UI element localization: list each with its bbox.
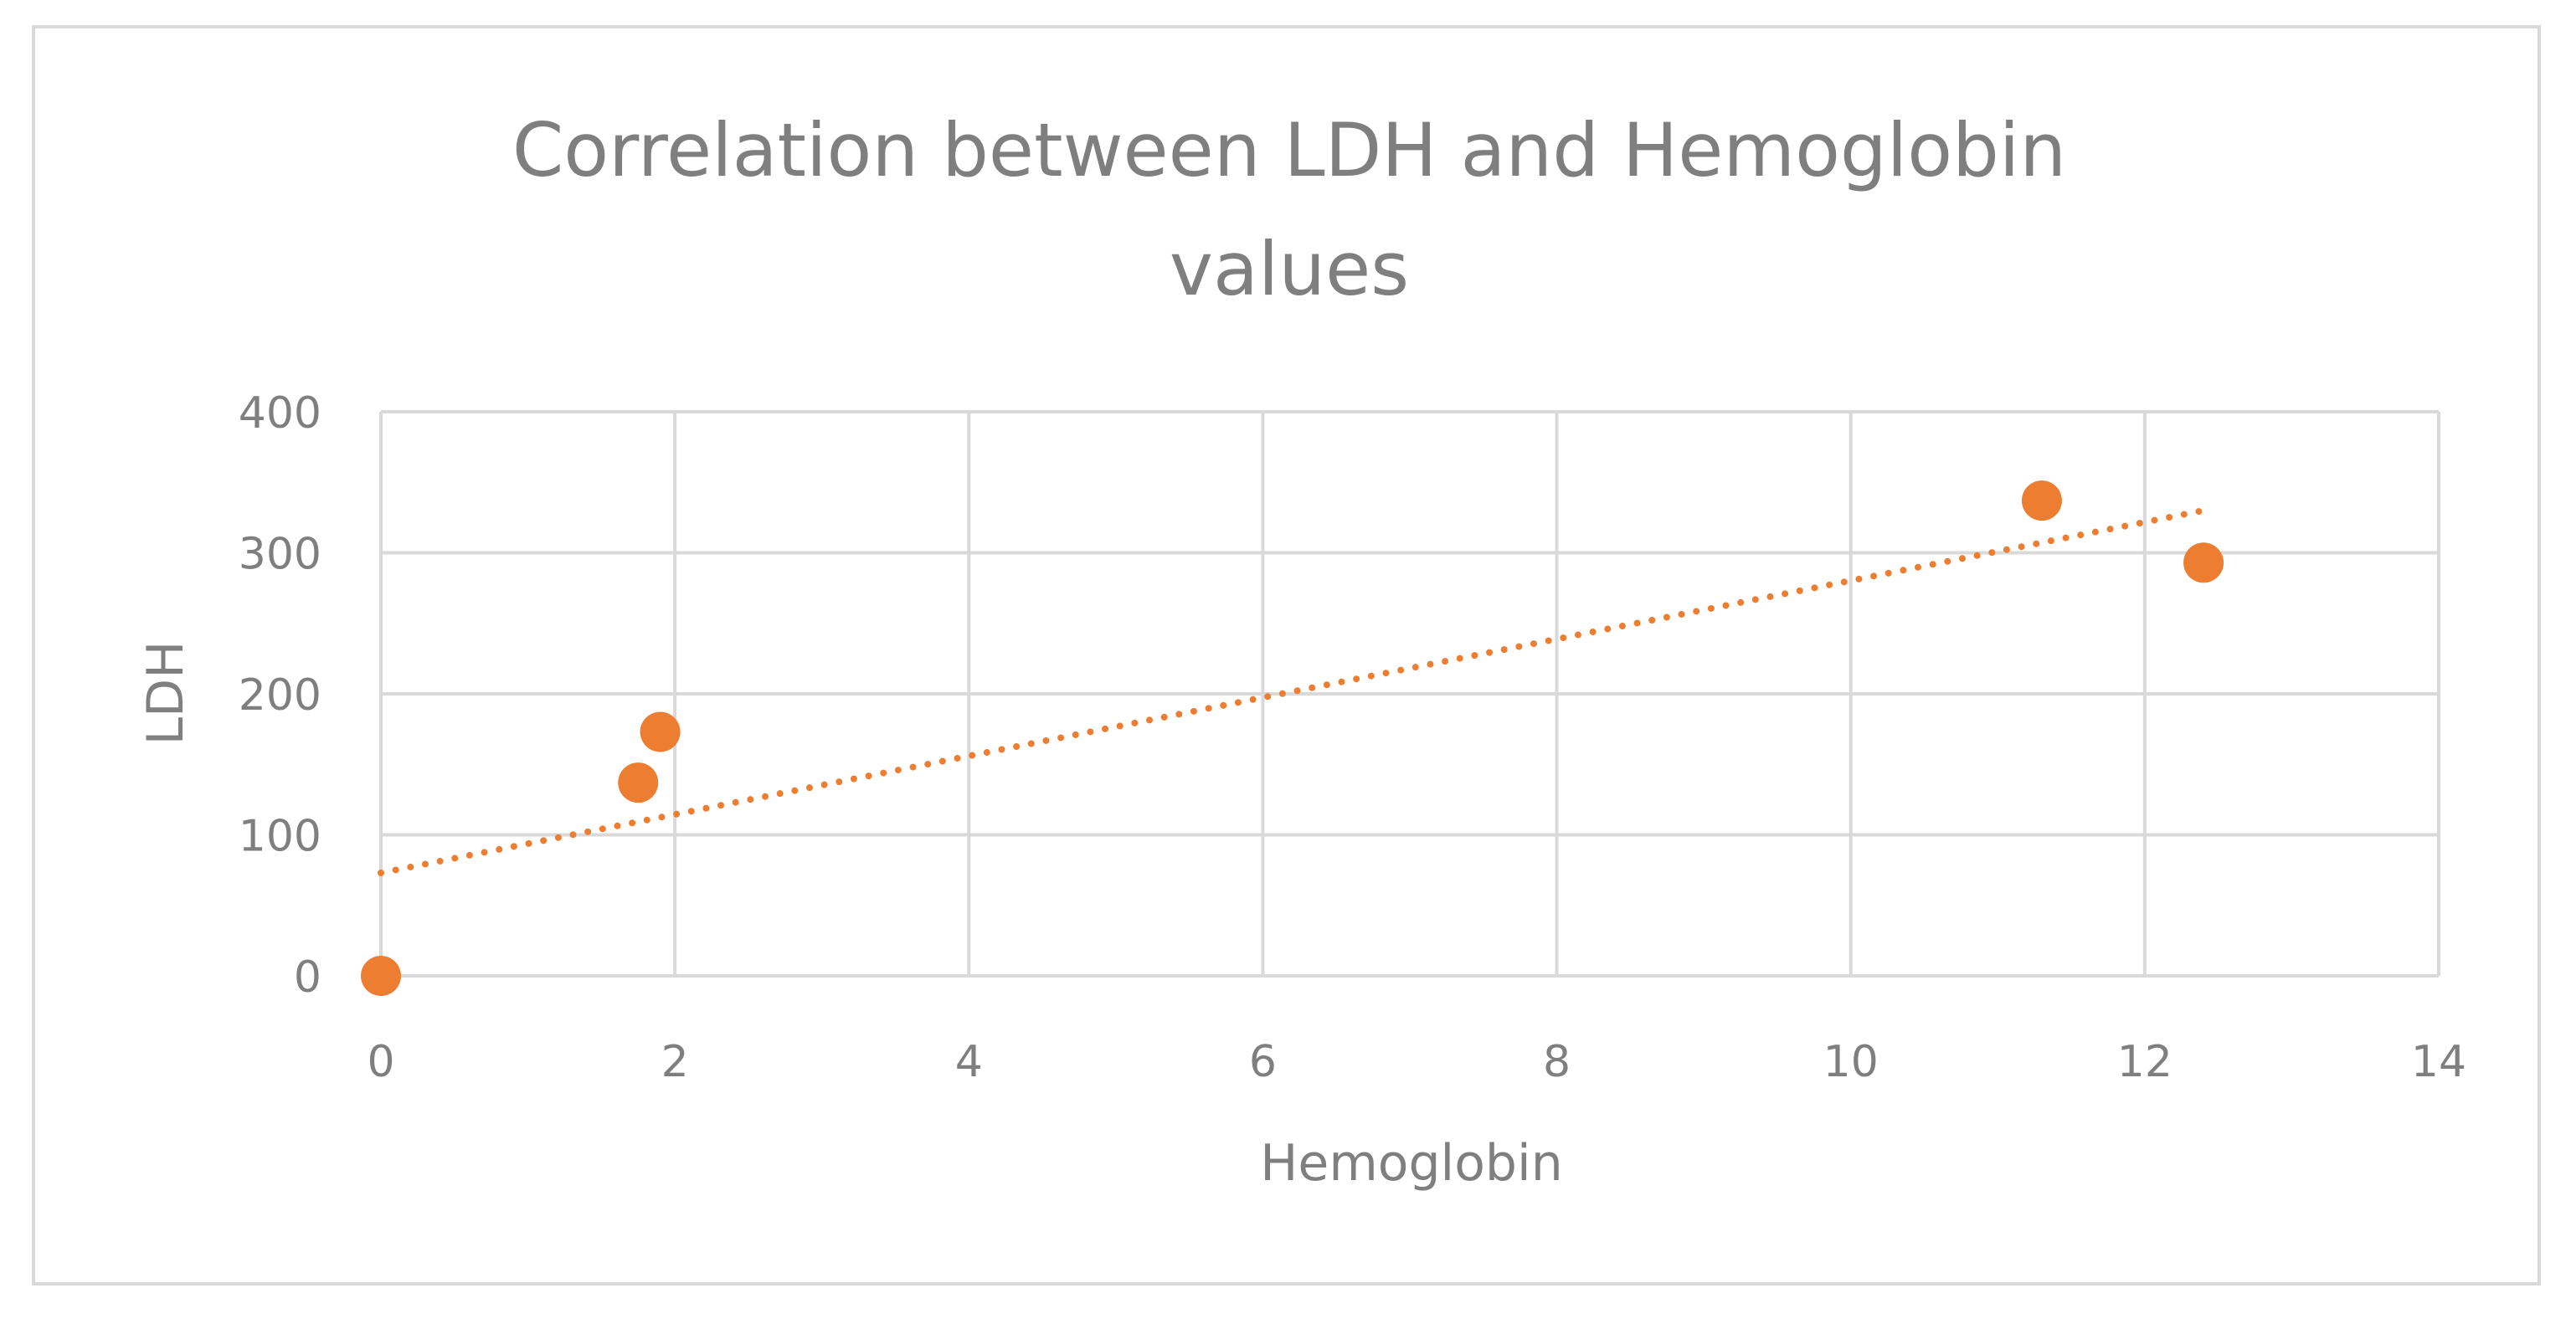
plot-axes: 0 2 4 6 8 10 12 14 0 100 200 300 400 <box>239 388 2466 1087</box>
trendline-group <box>378 506 2208 876</box>
data-point <box>618 762 659 803</box>
chart-title-line-1: Correlation between LDH and Hemoglobin <box>512 107 2066 193</box>
x-tick-label: 6 <box>1249 1037 1277 1087</box>
y-tick-label: 100 <box>239 812 321 862</box>
y-tick-label: 0 <box>294 952 321 1003</box>
x-tick-label: 8 <box>1543 1037 1571 1087</box>
data-points <box>361 480 2224 996</box>
x-tick-label: 0 <box>367 1037 394 1087</box>
x-tick-label: 14 <box>2411 1037 2466 1087</box>
trendline <box>378 506 2208 876</box>
y-tick-label: 300 <box>239 530 321 580</box>
plot-grid <box>379 410 2440 978</box>
chart-frame <box>32 25 2541 1286</box>
x-axis-label: Hemoglobin <box>1260 1134 1562 1193</box>
y-tick-label: 200 <box>239 670 321 721</box>
x-tick-label: 12 <box>2117 1037 2172 1087</box>
chart-title-line-2: values <box>1170 226 1409 312</box>
data-point <box>2021 480 2062 521</box>
y-axis-label: LDH <box>136 641 195 746</box>
x-tick-label: 2 <box>661 1037 689 1087</box>
x-tick-label: 10 <box>1823 1037 1879 1087</box>
chart-title: Correlation between LDH and Hemoglobin v… <box>512 107 2066 312</box>
x-tick-label: 4 <box>955 1037 983 1087</box>
data-point <box>640 711 681 752</box>
data-point <box>2183 542 2224 583</box>
y-tick-label: 400 <box>239 388 321 439</box>
data-point <box>361 956 401 996</box>
